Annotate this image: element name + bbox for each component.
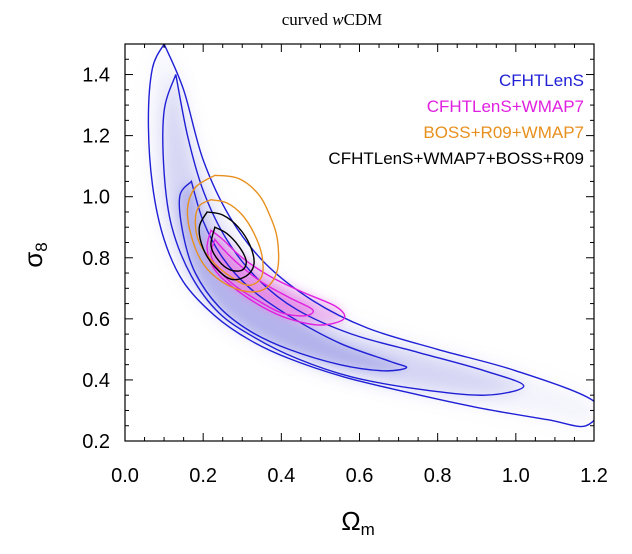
y-axis-label: σ8 xyxy=(18,242,51,268)
contour-cfhtlens-1 xyxy=(178,179,408,372)
contour-cfhtlens-wmap7-boss-r09-1 xyxy=(210,226,248,272)
y-tick-label: 0.4 xyxy=(82,370,110,392)
y-tick-label: 0.6 xyxy=(82,309,110,331)
y-tick-label: 1.0 xyxy=(82,187,110,209)
x-tick-label: 0.2 xyxy=(189,465,217,487)
x-tick-label: 0.8 xyxy=(424,465,452,487)
series-boss-r09-wmap7 xyxy=(186,174,280,293)
contour-boss-r09-wmap7-1 xyxy=(194,198,264,287)
legend-item-cfhtlens: CFHTLenS xyxy=(499,71,584,90)
legend: CFHTLenS CFHTLenS+WMAP7 BOSS+R09+WMAP7 CFHT… xyxy=(328,71,584,168)
x-axis-label: Ωm xyxy=(341,506,375,539)
legend-item-boss-r09-wmap7: BOSS+R09+WMAP7 xyxy=(423,123,584,142)
contour-cfhtlens-wmap7-boss-r09-2 xyxy=(198,211,255,281)
contour-layer xyxy=(147,44,594,428)
legend-item-cfhtlens-wmap7: CFHTLenS+WMAP7 xyxy=(427,97,584,116)
x-tick-label: 1.2 xyxy=(580,465,608,487)
y-tick-label: 0.2 xyxy=(82,431,110,453)
x-tick-label: 0.0 xyxy=(111,465,139,487)
y-tick-label: 1.2 xyxy=(82,126,110,148)
y-tick-label: 0.8 xyxy=(82,248,110,270)
series-cfhtlens-wmap7-boss-r09 xyxy=(198,211,255,281)
contour-cfhtlens-wmap7-2 xyxy=(206,229,346,326)
series-cfhtlens-wmap7 xyxy=(206,229,346,326)
series-cfhtlens xyxy=(147,44,594,428)
chart-title: curved wCDM xyxy=(282,10,383,29)
x-tick-label: 1.0 xyxy=(502,465,530,487)
legend-item-cfhtlens-wmap7-boss-r09: CFHTLenS+WMAP7+BOSS+R09 xyxy=(328,149,584,168)
contour-cfhtlens-2 xyxy=(162,74,525,396)
x-axis: 0.0 0.2 0.4 0.6 0.8 1.0 1.2 xyxy=(111,44,608,487)
contour-cfhtlens-wmap7-1 xyxy=(210,237,314,317)
y-tick-label: 1.4 xyxy=(82,65,110,87)
contour-cfhtlens-3 xyxy=(147,44,594,428)
contour-boss-r09-wmap7-2 xyxy=(186,174,280,293)
x-tick-label: 0.4 xyxy=(267,465,295,487)
y-axis: 0.2 0.4 0.6 0.8 1.0 1.2 1.4 xyxy=(82,43,594,453)
x-tick-label: 0.6 xyxy=(346,465,374,487)
density-joint xyxy=(207,230,345,325)
